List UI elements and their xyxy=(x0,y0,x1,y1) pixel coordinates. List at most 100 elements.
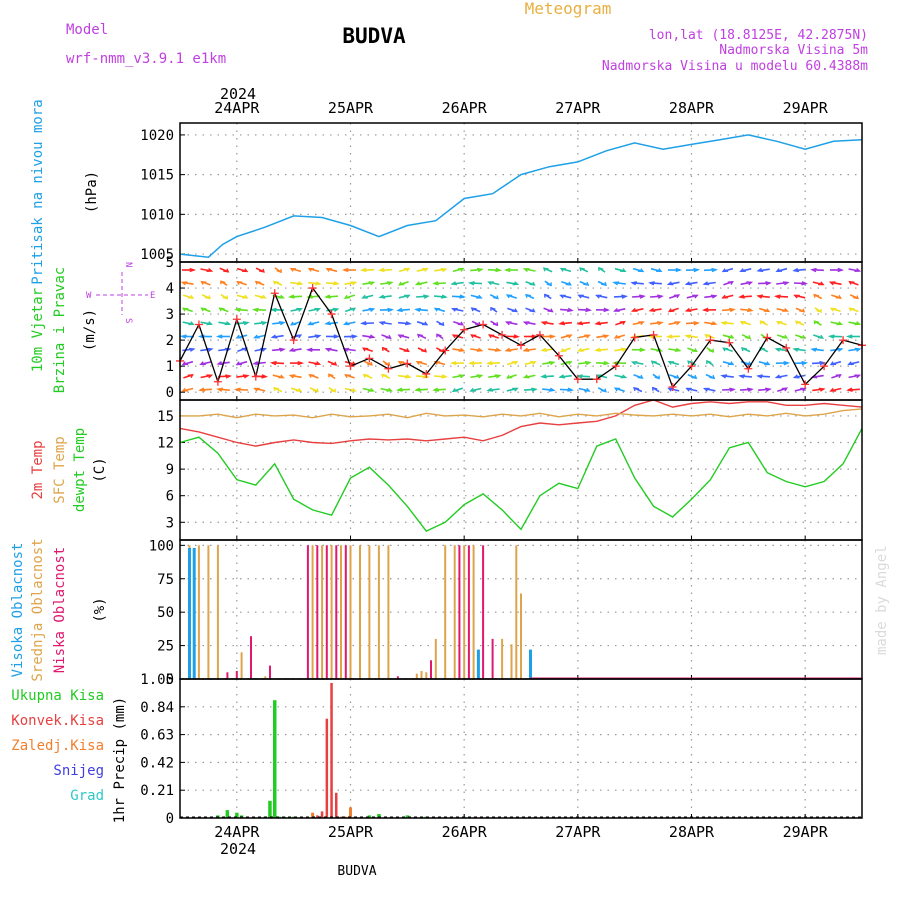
wind-arrow-head xyxy=(215,334,223,339)
wind-arrow-head xyxy=(612,281,620,286)
wind-arrow-head xyxy=(504,321,512,326)
y-tick-label: 9 xyxy=(166,462,174,478)
wind-arrow-head xyxy=(350,387,357,392)
total-precip-bar xyxy=(268,800,272,818)
wind-arrow-head xyxy=(710,321,718,326)
wind-arrow-head xyxy=(206,321,214,326)
wind-arrow-head xyxy=(385,334,392,339)
mid-cloud-bar xyxy=(434,638,437,679)
wind-arrow-head xyxy=(598,266,604,271)
wind-arrow-head xyxy=(458,374,466,379)
wind-arrow-head xyxy=(206,267,214,272)
wind-arrow-head xyxy=(423,294,430,299)
mid-cloud-bar xyxy=(359,545,361,679)
wind-arrow-head xyxy=(602,334,610,339)
mid-cloud-bar xyxy=(387,545,390,679)
day-label-bottom: 28APR xyxy=(669,823,715,841)
wind-arrow-head xyxy=(307,267,315,272)
wind-ylabel-2: Brzina i Pravac xyxy=(52,267,68,393)
wind-arrow-head xyxy=(619,320,626,325)
wind-arrow-head xyxy=(693,321,701,326)
wind-arrow-head xyxy=(620,374,628,379)
day-label-top: 25APR xyxy=(328,99,374,117)
wind-arrow-head xyxy=(639,347,647,352)
wind-speed-point xyxy=(422,369,431,378)
low-cloud-bar xyxy=(226,672,229,679)
wind-arrow-head xyxy=(595,294,602,299)
wind-speed-point xyxy=(327,310,336,319)
day-labels-bottom: 24APR 25APR 26APR 27APR 28APR 29APR xyxy=(214,823,828,841)
wind-arrow-head xyxy=(818,281,825,286)
frozen-precip-bar xyxy=(349,807,352,818)
wind-arrow-head xyxy=(260,294,267,299)
wind-arrow-head xyxy=(691,348,698,353)
wind-arrow-head xyxy=(818,387,826,392)
wind-arrow-head xyxy=(837,267,845,273)
wind-arrow-head xyxy=(795,320,801,325)
wind-arrow-head xyxy=(259,268,265,273)
wind-arrow-head xyxy=(637,374,644,379)
wind-arrow-head xyxy=(792,267,800,273)
wind-arrow-head xyxy=(333,281,340,286)
wind-arrow-head xyxy=(721,268,729,273)
frozen-precip-bar xyxy=(311,812,315,818)
wind-arrow-head xyxy=(415,360,423,365)
wind-arrow-head xyxy=(657,294,664,299)
wind-arrow-head xyxy=(181,307,189,312)
mid-cloud-bar xyxy=(216,545,219,679)
wind-arrow-head xyxy=(204,295,211,300)
precip-legend-convective: Konvek.Kisa xyxy=(11,713,104,729)
y-tick-label: 75 xyxy=(157,572,174,588)
mid-cloud-bar xyxy=(368,545,371,679)
wind-arrow-head xyxy=(559,267,567,272)
wind-arrow-head xyxy=(673,294,681,299)
y-tick-label: 12 xyxy=(157,436,174,452)
wind-arrow-head xyxy=(746,281,754,286)
compass-north: N xyxy=(123,262,133,267)
wind-arrow-head xyxy=(522,374,530,379)
wind-arrow-head xyxy=(656,347,664,352)
y-tick-label: 1 xyxy=(166,359,174,375)
wind-arrow-head xyxy=(584,334,591,339)
wind-arrow-head xyxy=(476,267,484,273)
wind-arrow-head xyxy=(476,294,483,299)
precip-legend-graupel: Grad xyxy=(70,788,104,804)
y-tick-label: 4 xyxy=(166,281,174,297)
wind-arrow-head xyxy=(775,268,783,273)
convective-precip-bar xyxy=(335,792,338,818)
wind-arrow-head xyxy=(494,347,502,352)
y-tick-label: 1010 xyxy=(140,207,174,223)
panel-frame xyxy=(179,678,863,819)
sfc-temp-line xyxy=(180,408,863,419)
wind-arrow-head xyxy=(404,321,412,326)
wind-arrow-head xyxy=(512,281,520,286)
wind-arrow-head xyxy=(576,321,584,326)
mid-cloud-bar xyxy=(415,673,418,679)
wind-speed-point xyxy=(479,320,488,329)
wind-arrow-head xyxy=(763,308,771,313)
wind-speed-point xyxy=(460,325,469,334)
wind-arrow-head xyxy=(852,295,859,300)
wind-arrow-head xyxy=(706,360,712,364)
wind-arrow-head xyxy=(269,360,277,366)
wind-speed-point xyxy=(611,362,620,371)
wind-arrow-head xyxy=(368,387,375,392)
wind-arrow-head xyxy=(467,360,475,366)
mid-cloud-bar xyxy=(377,545,380,679)
wind-arrow-head xyxy=(756,294,764,299)
wind-speed-point xyxy=(592,375,601,384)
wind-speed-point xyxy=(649,330,658,339)
wind-arrow-head xyxy=(702,281,710,286)
wind-arrow-head xyxy=(296,307,303,312)
wind-arrow-head xyxy=(218,307,225,312)
wind-arrow-head xyxy=(783,360,791,366)
wind-arrow-head xyxy=(276,269,282,274)
wind-arrow-head xyxy=(620,347,628,352)
wind-arrow-head xyxy=(801,360,809,366)
wind-arrow-head xyxy=(673,374,680,379)
wind-speed-point xyxy=(744,364,753,373)
temp2m-line xyxy=(179,399,863,447)
wind-arrow-head xyxy=(704,334,711,339)
wind-arrow-head xyxy=(306,294,313,299)
credit-label: made by Angel xyxy=(874,545,890,655)
